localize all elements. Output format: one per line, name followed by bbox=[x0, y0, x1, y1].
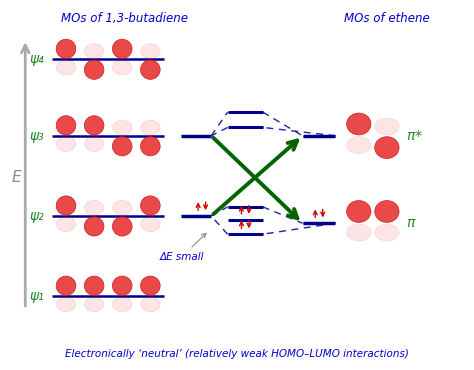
Ellipse shape bbox=[56, 297, 76, 312]
Ellipse shape bbox=[375, 137, 399, 158]
Text: $\pi$*: $\pi$* bbox=[406, 129, 422, 143]
Text: Electronically ‘neutral’ (relatively weak HOMO–LUMO interactions): Electronically ‘neutral’ (relatively wea… bbox=[65, 349, 409, 359]
Ellipse shape bbox=[140, 44, 160, 59]
Ellipse shape bbox=[140, 297, 160, 312]
Ellipse shape bbox=[346, 201, 371, 222]
Ellipse shape bbox=[112, 217, 132, 236]
Ellipse shape bbox=[84, 217, 104, 236]
Text: ψ₂: ψ₂ bbox=[29, 209, 44, 223]
Ellipse shape bbox=[56, 196, 76, 215]
Ellipse shape bbox=[56, 116, 76, 135]
Ellipse shape bbox=[84, 200, 104, 215]
Ellipse shape bbox=[140, 120, 160, 135]
Ellipse shape bbox=[112, 120, 132, 135]
Ellipse shape bbox=[140, 60, 160, 79]
Ellipse shape bbox=[56, 137, 76, 151]
Ellipse shape bbox=[56, 276, 76, 295]
Ellipse shape bbox=[375, 201, 399, 222]
Text: ψ₁: ψ₁ bbox=[29, 289, 44, 303]
Ellipse shape bbox=[346, 137, 371, 154]
Ellipse shape bbox=[56, 216, 76, 232]
Text: $\pi$: $\pi$ bbox=[406, 216, 416, 230]
Ellipse shape bbox=[84, 276, 104, 295]
Text: ΔE small: ΔE small bbox=[160, 233, 206, 262]
Text: MOs of ethene: MOs of ethene bbox=[344, 12, 430, 25]
Ellipse shape bbox=[56, 39, 76, 58]
Ellipse shape bbox=[84, 44, 104, 59]
Ellipse shape bbox=[112, 276, 132, 295]
Ellipse shape bbox=[140, 137, 160, 156]
Text: E: E bbox=[12, 170, 22, 185]
Ellipse shape bbox=[112, 60, 132, 75]
Ellipse shape bbox=[84, 137, 104, 151]
Ellipse shape bbox=[346, 113, 371, 135]
Ellipse shape bbox=[112, 200, 132, 215]
Ellipse shape bbox=[140, 216, 160, 232]
Ellipse shape bbox=[375, 224, 399, 241]
Ellipse shape bbox=[56, 60, 76, 75]
Text: MOs of 1,3-butadiene: MOs of 1,3-butadiene bbox=[61, 12, 188, 25]
Text: ψ₄: ψ₄ bbox=[29, 52, 44, 66]
Ellipse shape bbox=[140, 196, 160, 215]
Ellipse shape bbox=[375, 118, 399, 135]
Ellipse shape bbox=[112, 297, 132, 312]
Ellipse shape bbox=[112, 39, 132, 58]
Ellipse shape bbox=[84, 297, 104, 312]
Ellipse shape bbox=[84, 116, 104, 135]
Ellipse shape bbox=[140, 276, 160, 295]
Ellipse shape bbox=[346, 224, 371, 241]
Text: ψ₃: ψ₃ bbox=[29, 129, 44, 143]
Ellipse shape bbox=[112, 137, 132, 156]
Ellipse shape bbox=[84, 60, 104, 79]
